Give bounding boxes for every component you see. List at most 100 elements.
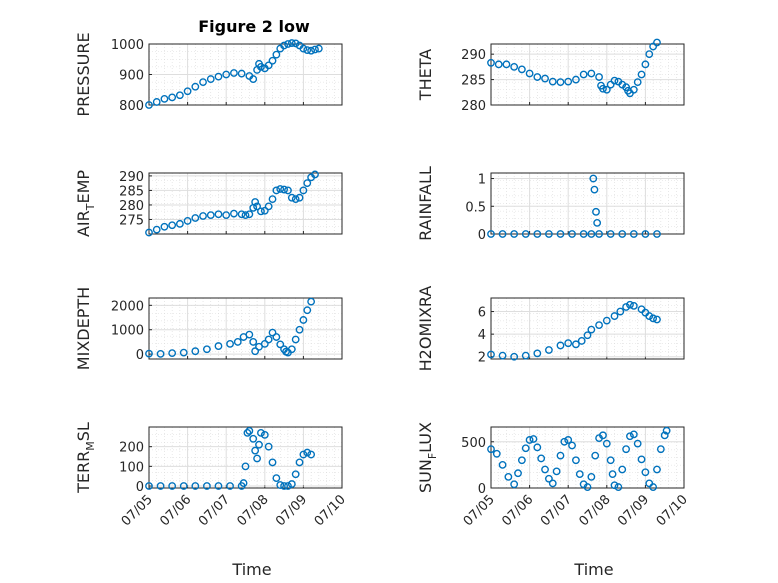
data-point xyxy=(595,73,603,81)
data-point xyxy=(249,338,258,346)
data-point xyxy=(295,325,304,334)
data-point xyxy=(529,435,538,443)
subplot-rainfall: 0 0.5 1 RAINFALL xyxy=(416,166,685,243)
data-point xyxy=(637,455,646,464)
data-point xyxy=(260,206,269,215)
data-point xyxy=(191,347,200,356)
y-tick-label: 6 xyxy=(478,306,486,321)
data-point xyxy=(556,78,565,87)
data-point xyxy=(568,441,576,450)
y-tick-label: 290 xyxy=(119,170,144,185)
y-label-rest: LUX xyxy=(416,422,435,453)
y-tick-label: 280 xyxy=(461,99,486,114)
data-point xyxy=(191,82,200,91)
data-point xyxy=(583,331,592,340)
data-point xyxy=(264,61,273,70)
data-point xyxy=(641,230,650,238)
data-point xyxy=(145,482,153,490)
data-point xyxy=(160,222,169,231)
data-point xyxy=(239,479,248,487)
data-point xyxy=(206,211,215,220)
y-tick-label: 275 xyxy=(119,213,144,228)
data-point xyxy=(514,469,522,478)
data-point xyxy=(168,93,177,102)
y-tick-label: 2 xyxy=(478,351,486,366)
data-point xyxy=(589,174,598,183)
data-point xyxy=(564,77,573,86)
data-point xyxy=(299,450,308,459)
data-point xyxy=(243,429,252,437)
data-point xyxy=(307,450,316,459)
y-tick-label: 1 xyxy=(478,173,486,188)
data-point xyxy=(595,230,603,238)
data-point xyxy=(260,430,269,439)
data-point xyxy=(160,95,169,103)
data-point xyxy=(533,230,542,238)
data-point xyxy=(560,437,569,446)
data-point xyxy=(521,444,530,453)
data-point xyxy=(587,325,596,334)
data-point xyxy=(307,46,316,55)
data-point xyxy=(525,69,534,78)
data-point xyxy=(541,465,549,474)
data-point xyxy=(241,462,250,471)
data-point xyxy=(629,85,638,94)
axes-box xyxy=(148,297,343,360)
data-point xyxy=(510,62,519,71)
data-point xyxy=(591,451,600,460)
data-point xyxy=(599,84,607,93)
data-point xyxy=(537,454,546,463)
data-point xyxy=(533,73,542,81)
data-point xyxy=(222,70,231,79)
data-point xyxy=(602,316,611,325)
y-tick-label: 900 xyxy=(119,69,144,84)
data-point xyxy=(545,346,553,354)
y-tick-label: 500 xyxy=(461,436,486,451)
data-point xyxy=(622,303,630,311)
data-point xyxy=(626,432,634,441)
data-point xyxy=(272,50,281,59)
data-point xyxy=(245,427,254,435)
data-point xyxy=(592,207,600,216)
data-point xyxy=(618,465,627,474)
data-point xyxy=(276,185,285,193)
data-point xyxy=(608,470,617,479)
data-point xyxy=(645,312,654,320)
data-point xyxy=(629,430,638,439)
y-tick-label: 1000 xyxy=(111,324,144,339)
data-point xyxy=(541,74,549,83)
data-point xyxy=(179,348,188,357)
data-point xyxy=(525,436,534,444)
data-point xyxy=(257,207,265,216)
data-point xyxy=(498,460,507,469)
data-point xyxy=(521,230,530,238)
data-point xyxy=(633,78,642,87)
y-tick-label: 0 xyxy=(136,348,144,363)
data-point xyxy=(521,351,530,360)
data-point xyxy=(572,456,580,465)
data-point xyxy=(311,170,319,179)
data-point xyxy=(487,445,495,454)
data-point xyxy=(245,210,254,219)
data-point xyxy=(175,91,184,100)
data-point xyxy=(494,60,503,69)
data-point xyxy=(653,38,661,47)
data-point xyxy=(504,473,513,481)
data-point xyxy=(214,72,223,81)
data-point xyxy=(260,339,269,348)
data-point xyxy=(641,60,650,69)
y-tick-label: 0 xyxy=(478,228,486,243)
data-point xyxy=(629,302,638,310)
data-point xyxy=(556,230,565,238)
data-point xyxy=(199,78,207,87)
y-axis-label: MIXDEPTH xyxy=(74,287,93,370)
data-point xyxy=(237,69,246,78)
data-point xyxy=(587,230,596,238)
data-point xyxy=(222,211,231,220)
data-point xyxy=(284,482,292,490)
data-point xyxy=(276,340,285,349)
data-point xyxy=(291,195,300,204)
data-point xyxy=(587,69,596,78)
data-point xyxy=(268,195,277,204)
